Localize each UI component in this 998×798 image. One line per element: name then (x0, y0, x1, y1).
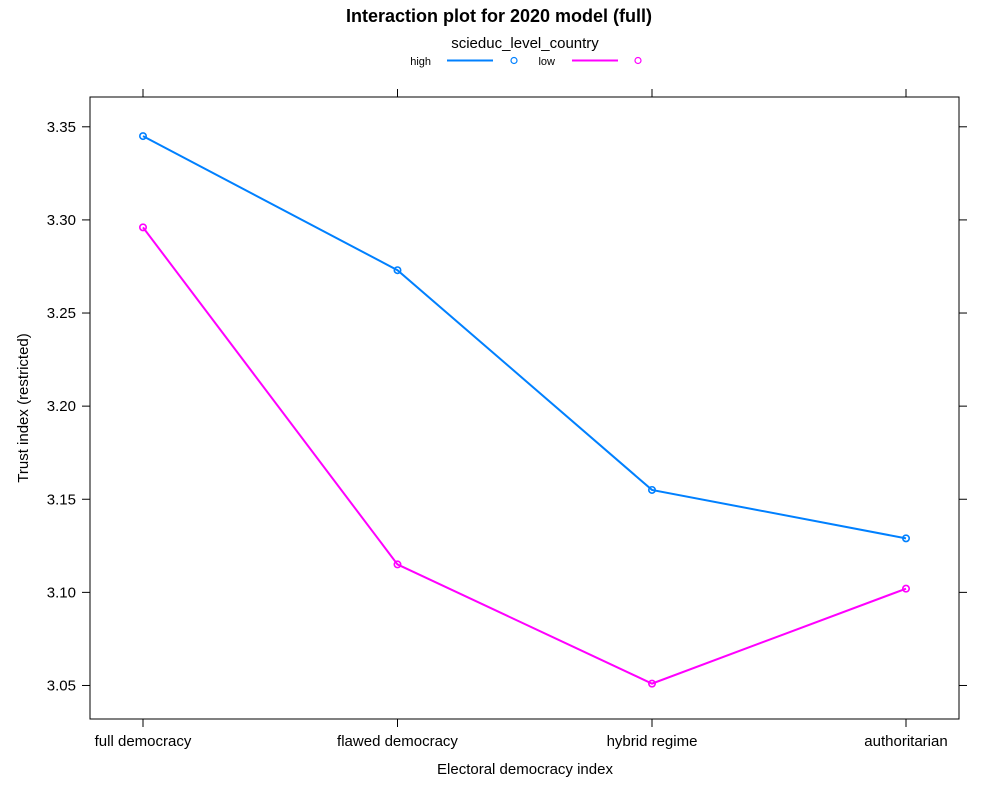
x-tick-label: flawed democracy (337, 733, 458, 750)
y-tick-label: 3.10 (47, 584, 76, 601)
point-high (393, 266, 402, 275)
y-tick-label: 3.15 (47, 491, 76, 508)
x-tick-label: full democracy (95, 733, 192, 750)
point-low (647, 679, 656, 688)
x-tick-label: authoritarian (864, 733, 947, 750)
legend-label-low: low (538, 56, 555, 68)
y-tick-label: 3.05 (47, 677, 76, 694)
point-low (139, 223, 148, 232)
legend: scieduc_level_country high low (410, 35, 642, 68)
series-line-high (142, 135, 907, 540)
point-low (393, 560, 402, 569)
x-tick-label: hybrid regime (607, 733, 698, 750)
point-low (901, 584, 910, 593)
legend-title: scieduc_level_country (451, 35, 599, 52)
y-tick-label: 3.35 (47, 119, 76, 136)
y-axis-title: Trust index (restricted) (15, 333, 32, 482)
y-tick-label: 3.25 (47, 305, 76, 322)
legend-symbol-high (510, 56, 518, 65)
chart-title: Interaction plot for 2020 model (full) (346, 6, 652, 26)
point-high (139, 132, 148, 141)
x-axis-title: Electoral democracy index (437, 761, 613, 778)
series-line-low (142, 226, 907, 685)
plot-frame (89, 96, 960, 720)
legend-label-high: high (410, 56, 431, 68)
y-tick-label: 3.30 (47, 212, 76, 229)
point-high (901, 534, 910, 543)
y-tick-label: 3.20 (47, 398, 76, 415)
point-high (647, 485, 656, 494)
legend-symbol-low (634, 56, 642, 65)
